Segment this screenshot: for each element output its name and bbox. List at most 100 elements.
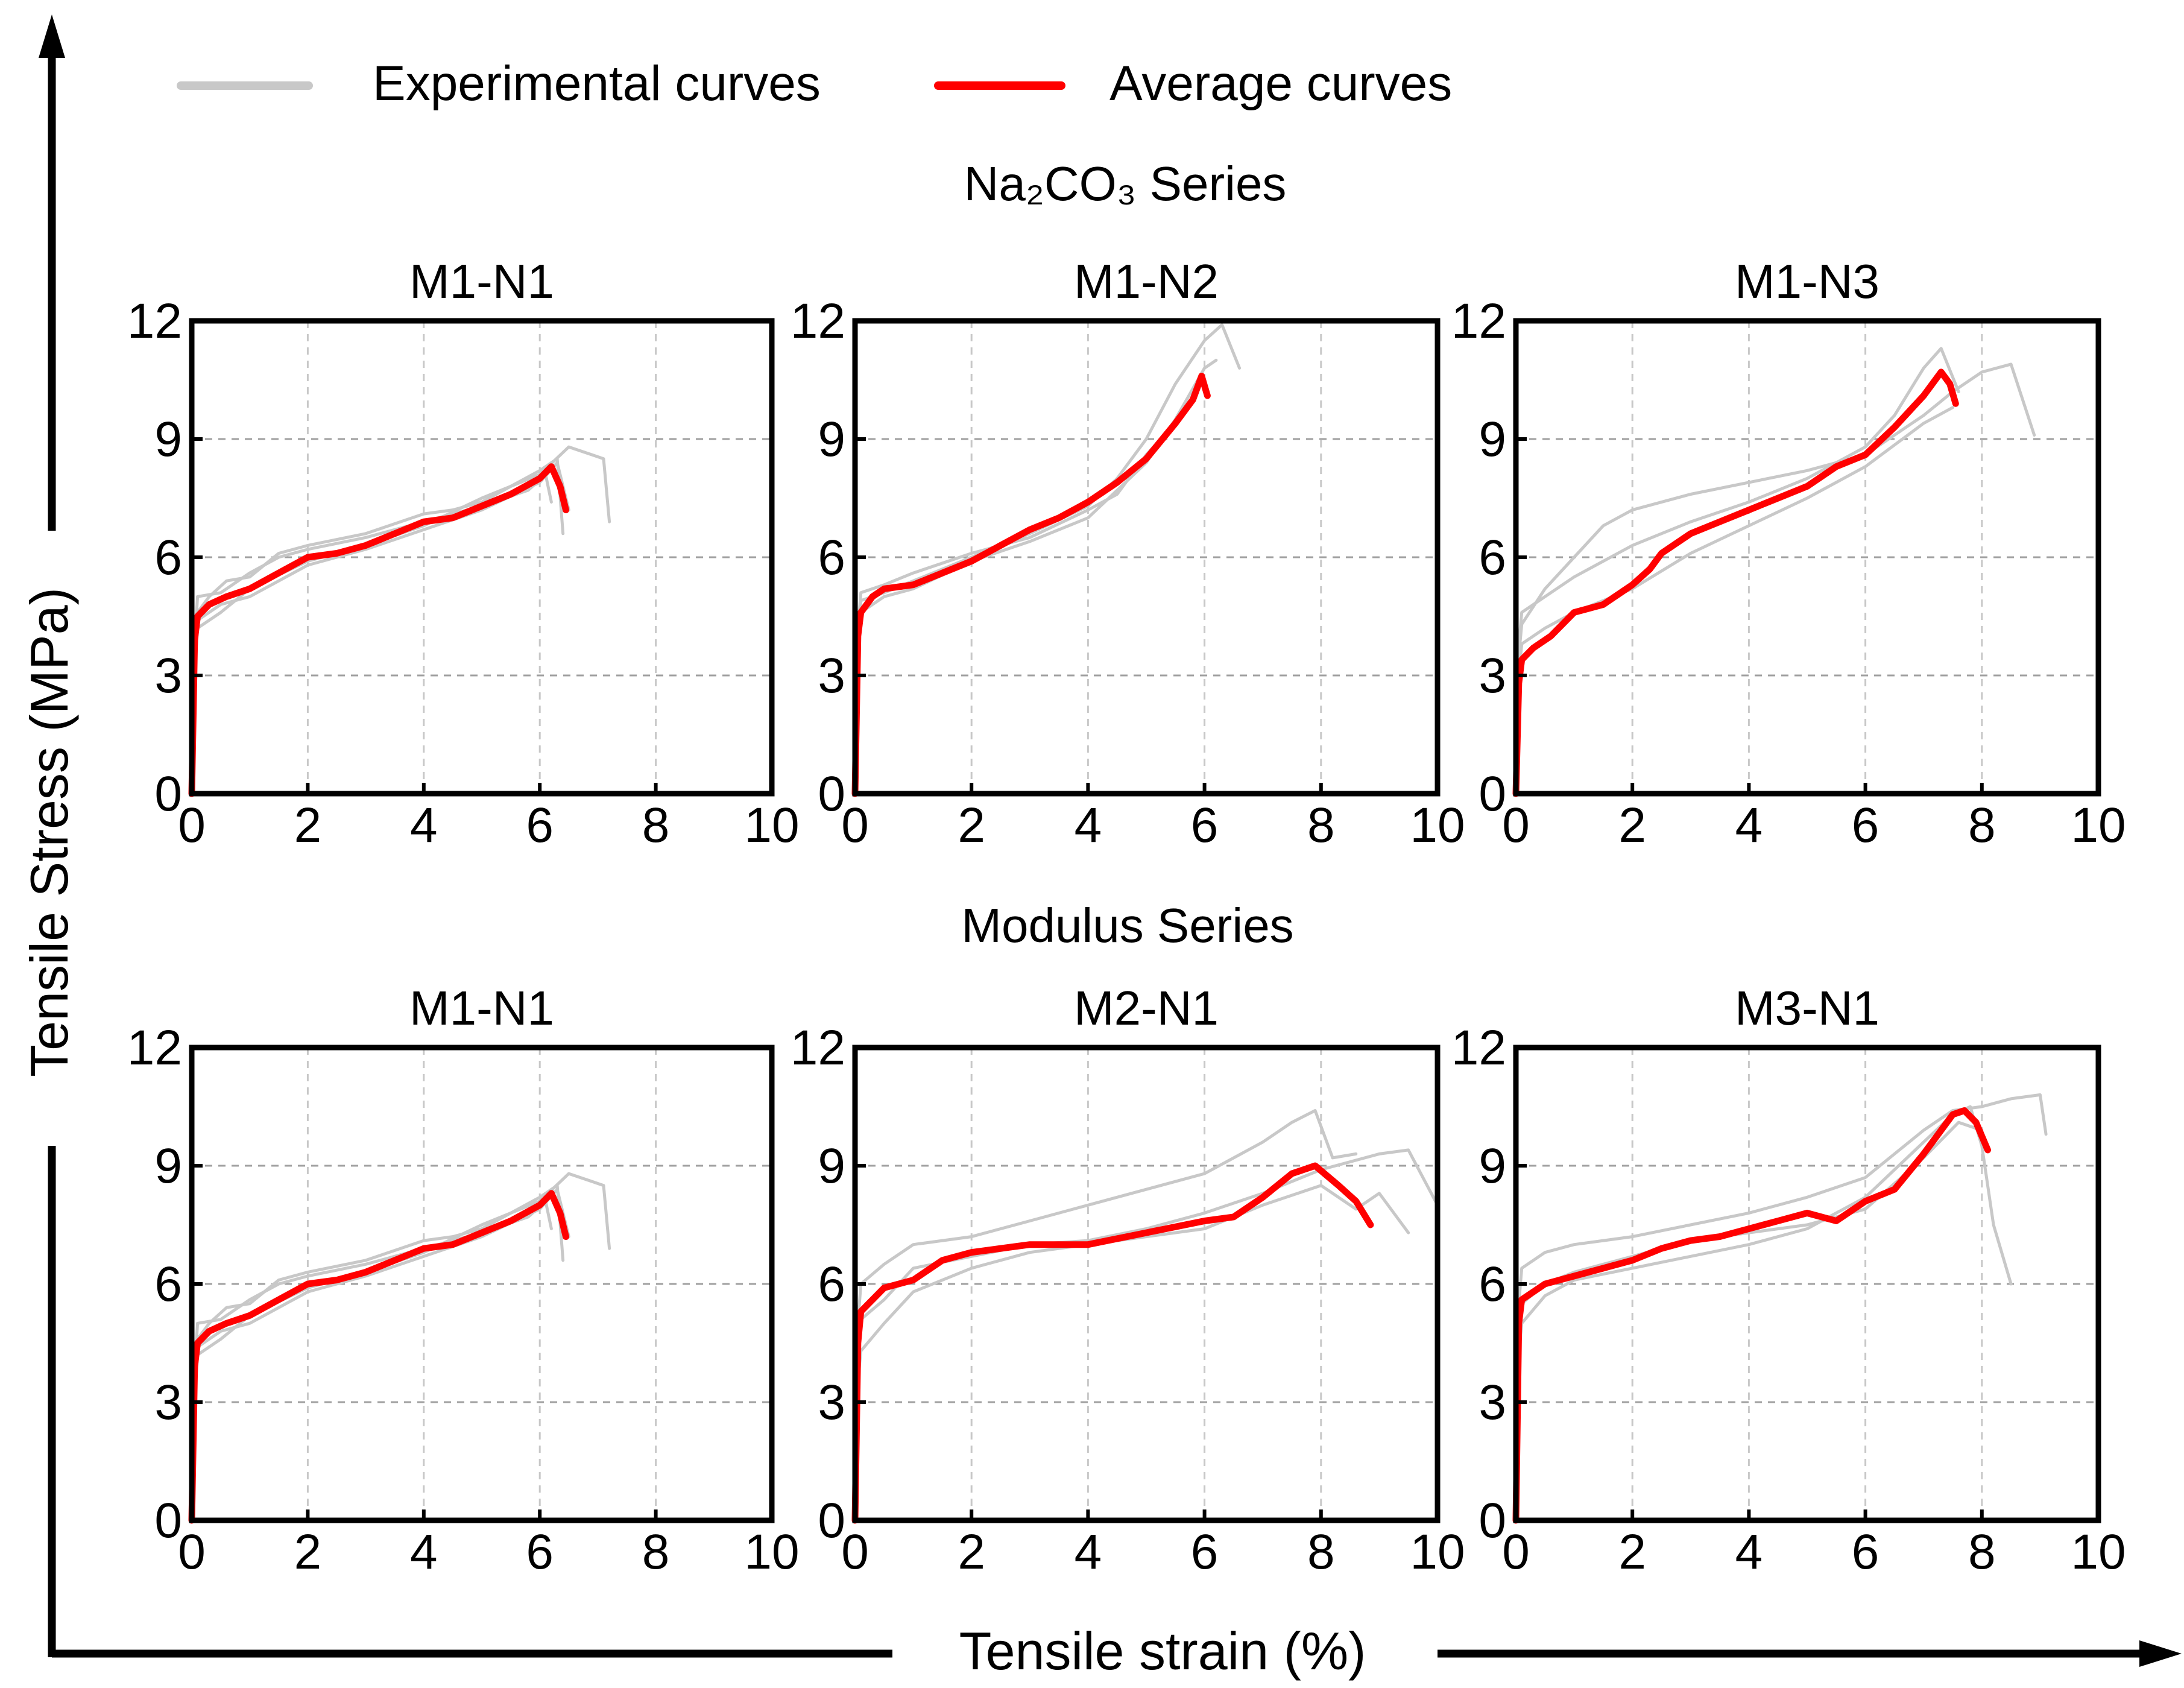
experimental-curve-2: [190, 473, 553, 795]
y-tick-label: 6: [154, 530, 182, 585]
experimental-curve-0: [1514, 1093, 2048, 1522]
experimental-curve-1: [190, 1172, 611, 1522]
y-tick-label: 3: [1479, 648, 1506, 703]
y-tick-label: 9: [154, 1139, 182, 1193]
y-tick-label: 0: [1479, 767, 1506, 821]
y-tick-label: 3: [818, 1375, 845, 1430]
x-tick-label: 2: [1618, 1525, 1646, 1579]
y-tick-label: 6: [1479, 530, 1506, 585]
x-tick-label: 6: [526, 798, 554, 853]
chart-panel-4: M1-N1 0 2 4 6 8 10 0 3 6 9 12: [127, 981, 800, 1579]
x-tick-label: 6: [1191, 1525, 1219, 1579]
x-tick-label: 0: [1502, 798, 1530, 853]
chart-panel-6: M3-N1 0 2 4 6 8 10 0 3 6 9 12: [1451, 981, 2126, 1579]
average-curve: [851, 1162, 1374, 1524]
x-tick-label: 8: [1307, 798, 1335, 853]
x-tick-label: 6: [1852, 1525, 1879, 1579]
y-tick-label: 6: [154, 1257, 182, 1312]
experimental-curve-2: [190, 1200, 553, 1522]
experimental-curve-0: [190, 457, 565, 795]
experimental-curve-3: [190, 1187, 570, 1522]
y-tick-label: 12: [791, 1020, 845, 1075]
y-tick-label: 0: [154, 1493, 182, 1548]
x-tick-label: 8: [1307, 1525, 1335, 1579]
x-tick-label: 10: [1410, 798, 1465, 853]
chart-panel-3: M1-N3 0 2 4 6 8 10 0 3 6 9 12: [1451, 254, 2126, 853]
panel-title: M1-N3: [1735, 254, 1879, 308]
x-tick-label: 10: [2071, 798, 2126, 853]
x-tick-label: 8: [642, 798, 670, 853]
y-tick-label: 9: [154, 412, 182, 467]
y-tick-label: 9: [1479, 1139, 1506, 1193]
x-tick-label: 2: [294, 1525, 322, 1579]
x-tick-label: 0: [178, 1525, 206, 1579]
experimental-curve-1: [1514, 1105, 2013, 1522]
y-tick-label: 3: [154, 648, 182, 703]
x-tick-label: 8: [1968, 1525, 1996, 1579]
y-tick-label: 12: [127, 1020, 182, 1075]
chart-panel-5: M2-N1 0 2 4 6 8 10 0 3 6 9 12: [791, 981, 1465, 1579]
x-tick-label: 2: [958, 798, 985, 853]
legend: Experimental curves Average curves: [177, 56, 1452, 111]
y-tick-label: 9: [818, 412, 845, 467]
y-tick-label: 3: [1479, 1375, 1506, 1430]
x-tick-label: 8: [1968, 798, 1996, 853]
y-tick-label: 3: [818, 648, 845, 703]
y-tick-label: 0: [154, 767, 182, 821]
x-axis-arrow: [52, 1640, 2182, 1667]
average-curve: [1512, 1107, 1991, 1524]
experimental-curve-0: [1514, 362, 2036, 795]
experimental-curve-1: [853, 1148, 1439, 1522]
y-tick-label: 0: [818, 1493, 845, 1548]
panel-title: M2-N1: [1074, 981, 1219, 1035]
x-tick-label: 0: [841, 1525, 869, 1579]
average-curve: [1512, 368, 1959, 797]
x-tick-label: 6: [1191, 798, 1219, 853]
experimental-curve-3: [190, 461, 570, 795]
x-tick-label: 4: [1735, 1525, 1763, 1579]
y-tick-label: 12: [791, 294, 845, 349]
x-tick-label: 2: [294, 798, 322, 853]
x-tick-label: 0: [178, 798, 206, 853]
x-tick-label: 4: [410, 1525, 438, 1579]
legend-average-label: Average curves: [1109, 56, 1452, 111]
y-axis-label: Tensile Stress (MPa): [19, 587, 79, 1077]
x-tick-label: 8: [642, 1525, 670, 1579]
x-tick-label: 6: [1852, 798, 1879, 853]
x-tick-label: 4: [1075, 798, 1102, 853]
average-curve: [851, 373, 1211, 797]
x-axis-label: Tensile strain (%): [959, 1621, 1366, 1681]
experimental-curve-1: [1514, 347, 1960, 795]
legend-experimental-label: Experimental curves: [373, 56, 821, 111]
x-tick-label: 4: [410, 798, 438, 853]
x-tick-label: 2: [958, 1525, 985, 1579]
x-tick-label: 10: [744, 798, 799, 853]
x-tick-label: 0: [841, 798, 869, 853]
y-tick-label: 0: [1479, 1493, 1506, 1548]
x-tick-label: 10: [1410, 1525, 1465, 1579]
y-tick-label: 12: [127, 294, 182, 349]
row-title-na2co3: Na₂CO₃ Series: [964, 157, 1287, 210]
experimental-curve-2: [1514, 406, 1954, 795]
panel-title: M3-N1: [1735, 981, 1879, 1035]
y-tick-label: 9: [1479, 412, 1506, 467]
experimental-curve-1: [853, 358, 1218, 795]
x-tick-label: 10: [2071, 1525, 2126, 1579]
y-tick-label: 6: [818, 530, 845, 585]
x-tick-label: 6: [526, 1525, 554, 1579]
y-tick-label: 3: [154, 1375, 182, 1430]
y-tick-label: 0: [818, 767, 845, 821]
x-tick-label: 10: [744, 1525, 799, 1579]
average-curve: [188, 1190, 569, 1524]
x-tick-label: 0: [1502, 1525, 1530, 1579]
y-tick-label: 6: [1479, 1257, 1506, 1312]
average-curve: [188, 463, 569, 797]
experimental-curve-1: [190, 445, 611, 795]
y-tick-label: 9: [818, 1139, 845, 1193]
chart-panel-1: M1-N1 0 2 4 6 8 10 0 3 6 9 12: [127, 254, 800, 853]
row-title-modulus: Modulus Series: [961, 899, 1293, 952]
x-tick-label: 2: [1618, 798, 1646, 853]
x-tick-label: 4: [1075, 1525, 1102, 1579]
